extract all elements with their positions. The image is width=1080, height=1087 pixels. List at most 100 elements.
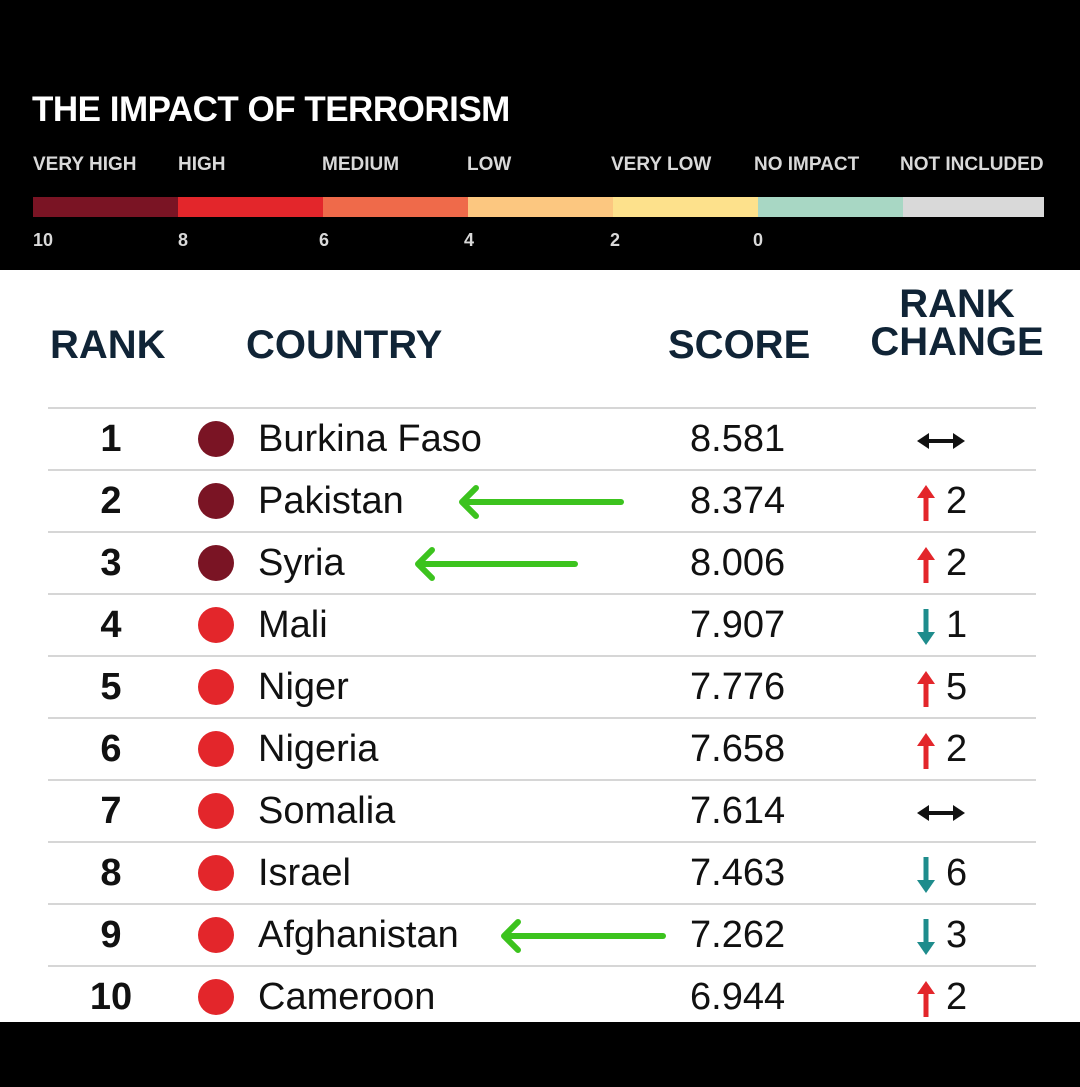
rank-cell: 7: [100, 790, 122, 832]
rank-cell: 2: [100, 480, 122, 522]
score-cell: 7.658: [690, 728, 786, 770]
header: THE IMPACT OF TERRORISM VERY HIGH HIGH MED…: [0, 0, 1080, 270]
footer-bar: [0, 1022, 1080, 1087]
arrow-left-right-icon: [906, 781, 976, 841]
impact-dot: [198, 545, 234, 581]
rank-change-cell: 2: [906, 719, 1036, 779]
country-cell: Somalia: [258, 790, 396, 832]
legend-tick-label: 0: [753, 230, 764, 250]
arrow-up-icon: [906, 533, 946, 593]
legend-swatch: [33, 197, 178, 217]
score-cell: 7.776: [690, 666, 786, 708]
rank-cell: 6: [100, 728, 122, 770]
legend-swatch: [903, 197, 1044, 217]
rank-cell: 9: [100, 914, 122, 956]
legend-swatch: [178, 197, 323, 217]
rank-cell: 10: [89, 976, 133, 1018]
impact-dot: [198, 731, 234, 767]
country-cell: Syria: [258, 542, 345, 584]
country-cell: Afghanistan: [258, 914, 459, 956]
score-cell: 6.944: [690, 976, 786, 1018]
header-rank-change: RANK CHANGE: [868, 284, 1046, 364]
legend-label: MEDIUM: [322, 154, 400, 175]
rank-change-value: 1: [946, 604, 968, 646]
impact-dot: [198, 669, 234, 705]
rank-cell: 8: [100, 852, 122, 894]
rank-change-value: 2: [946, 728, 968, 770]
arrow-left-right-icon: [906, 409, 976, 469]
impact-dot: [198, 979, 234, 1015]
impact-dot: [198, 483, 234, 519]
score-cell: 7.262: [690, 914, 786, 956]
rank-change-cell: [906, 409, 1036, 469]
arrow-down-icon: [906, 905, 946, 965]
impact-dot: [198, 917, 234, 953]
highlight-arrow-icon: [500, 919, 666, 953]
table-row: 1 Burkina Faso 8.581: [48, 407, 1036, 469]
table-row: 8 Israel 7.463 6: [48, 841, 1036, 903]
table-body: 1 Burkina Faso 8.581 2 Pakistan 8.374 2 3 Syria 8…: [48, 407, 1036, 1029]
impact-dot: [198, 855, 234, 891]
score-cell: 7.907: [690, 604, 786, 646]
arrow-down-icon: [906, 595, 946, 655]
table-row: 6 Nigeria 7.658 2: [48, 717, 1036, 779]
impact-dot: [198, 607, 234, 643]
score-cell: 8.374: [690, 480, 786, 522]
impact-dot: [198, 421, 234, 457]
legend-swatch: [613, 197, 758, 217]
header-score: SCORE: [668, 323, 811, 367]
rank-change-cell: 6: [906, 843, 1036, 903]
table-row: 2 Pakistan 8.374 2: [48, 469, 1036, 531]
rank-cell: 3: [100, 542, 122, 584]
table-row: 10 Cameroon 6.944 2: [48, 965, 1036, 1029]
legend-label: HIGH: [178, 154, 226, 175]
arrow-down-icon: [906, 843, 946, 903]
table-row: 5 Niger 7.776 5: [48, 655, 1036, 717]
legend-swatch: [758, 197, 903, 217]
legend-label: LOW: [467, 154, 512, 175]
rankings-table: RANK COUNTRY SCORE RANK CHANGE 1 Burkina …: [0, 270, 1080, 1029]
rank-change-value: 3: [946, 914, 968, 956]
legend-tick-label: 10: [33, 230, 54, 250]
rank-cell: 5: [100, 666, 122, 708]
legend-tick-label: 2: [610, 230, 621, 250]
rank-change-cell: 2: [906, 967, 1036, 1027]
rank-cell: 1: [100, 418, 122, 460]
rank-change-cell: 2: [906, 471, 1036, 531]
rank-change-cell: 3: [906, 905, 1036, 965]
rank-change-value: 2: [946, 976, 968, 1018]
table-row: 3 Syria 8.006 2: [48, 531, 1036, 593]
legend-swatch: [468, 197, 613, 217]
arrow-up-icon: [906, 471, 946, 531]
arrow-up-icon: [906, 967, 946, 1027]
legend-color-bar: [33, 197, 1044, 217]
legend-label: VERY HIGH: [33, 154, 137, 175]
country-cell: Niger: [258, 666, 349, 708]
rank-cell: 4: [100, 604, 122, 646]
country-cell: Israel: [258, 852, 351, 894]
arrow-up-icon: [906, 719, 946, 779]
legend-label: VERY LOW: [611, 154, 712, 175]
legend-label: NO IMPACT: [754, 154, 860, 175]
header-rank: RANK: [50, 323, 166, 367]
header-country: COUNTRY: [246, 323, 443, 367]
rank-change-value: 5: [946, 666, 968, 708]
rank-change-cell: [906, 781, 1036, 841]
score-cell: 7.463: [690, 852, 786, 894]
legend-tick-label: 4: [464, 230, 475, 250]
table-row: 9 Afghanistan 7.262 3: [48, 903, 1036, 965]
rank-change-cell: 5: [906, 657, 1036, 717]
rank-change-cell: 1: [906, 595, 1036, 655]
rank-change-value: 6: [946, 852, 968, 894]
score-cell: 8.581: [690, 418, 786, 460]
highlight-arrow-icon: [414, 547, 578, 581]
rank-change-value: 2: [946, 480, 968, 522]
score-cell: 7.614: [690, 790, 786, 832]
table-row: 7 Somalia 7.614: [48, 779, 1036, 841]
rank-change-cell: 2: [906, 533, 1036, 593]
table-row: 4 Mali 7.907 1: [48, 593, 1036, 655]
country-cell: Cameroon: [258, 976, 436, 1018]
header-rank-change-line2: CHANGE: [870, 320, 1044, 364]
country-cell: Pakistan: [258, 480, 404, 522]
rank-change-value: 2: [946, 542, 968, 584]
